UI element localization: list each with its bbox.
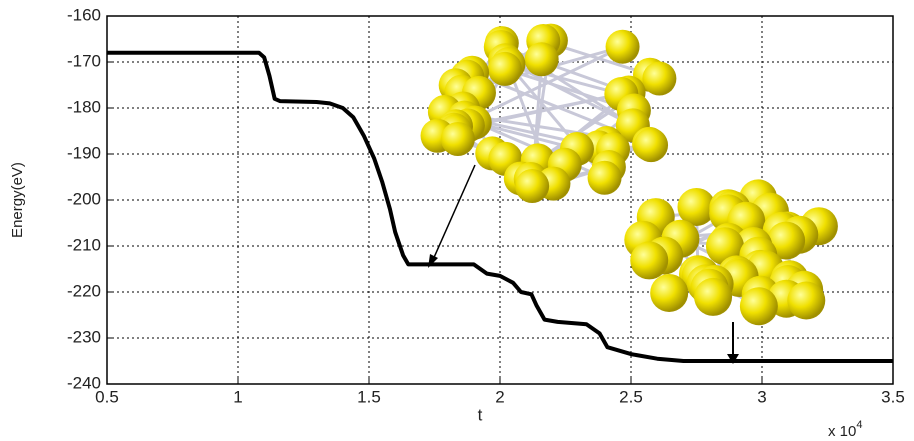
x-tick-label: 3 — [757, 387, 766, 406]
fullerene-bond — [467, 91, 629, 128]
fullerene-atom — [694, 277, 733, 316]
arrow-head — [428, 254, 438, 268]
fullerene-atom — [739, 287, 778, 326]
arrow-head — [727, 354, 739, 364]
y-axis-label: Energy(eV) — [9, 162, 26, 238]
fullerene-atom — [630, 241, 669, 280]
x-multiplier-exponent: 4 — [856, 419, 862, 431]
fullerene-atom — [524, 42, 559, 77]
x-multiplier-base: x 10 — [828, 423, 856, 440]
x-tick-label: 1 — [233, 387, 242, 406]
y-tick-label: -230 — [67, 327, 101, 346]
fullerene-atom — [605, 29, 640, 64]
fullerene-bond — [508, 62, 622, 96]
x-tick-label: 2 — [495, 387, 504, 406]
x-multiplier: x 104 — [828, 419, 862, 440]
fullerene-atom — [587, 160, 622, 195]
y-tick-label: -210 — [67, 235, 101, 254]
fullerene-atom — [767, 221, 806, 260]
y-tick-label: -190 — [67, 143, 101, 162]
fullerene-atom — [677, 187, 716, 226]
data-line — [107, 50, 893, 363]
fullerene-atom — [787, 281, 826, 320]
fullerene-atom — [634, 128, 669, 163]
plot-frame — [106, 15, 894, 385]
x-tick-label: 0.5 — [95, 387, 119, 406]
x-tick-label: 2.5 — [619, 387, 643, 406]
annotation-arrow — [431, 164, 476, 263]
y-tick-label: -240 — [67, 373, 101, 392]
y-tick-label: -220 — [67, 281, 101, 300]
y-tick-label: -160 — [67, 5, 101, 24]
x-tick-label: 1.5 — [357, 387, 381, 406]
y-tick-label: -180 — [67, 97, 101, 116]
fullerene-atom — [487, 51, 522, 86]
fullerene-atom — [440, 122, 475, 157]
y-tick-label: -200 — [67, 189, 101, 208]
y-tick-label: -170 — [67, 51, 101, 70]
fullerene-atom — [515, 168, 550, 203]
fullerene-bond — [504, 58, 634, 127]
fullerene-atom — [650, 273, 689, 312]
x-tick-label: 3.5 — [881, 387, 905, 406]
x-axis-label: t — [478, 405, 483, 424]
fullerene-atom — [642, 61, 677, 96]
